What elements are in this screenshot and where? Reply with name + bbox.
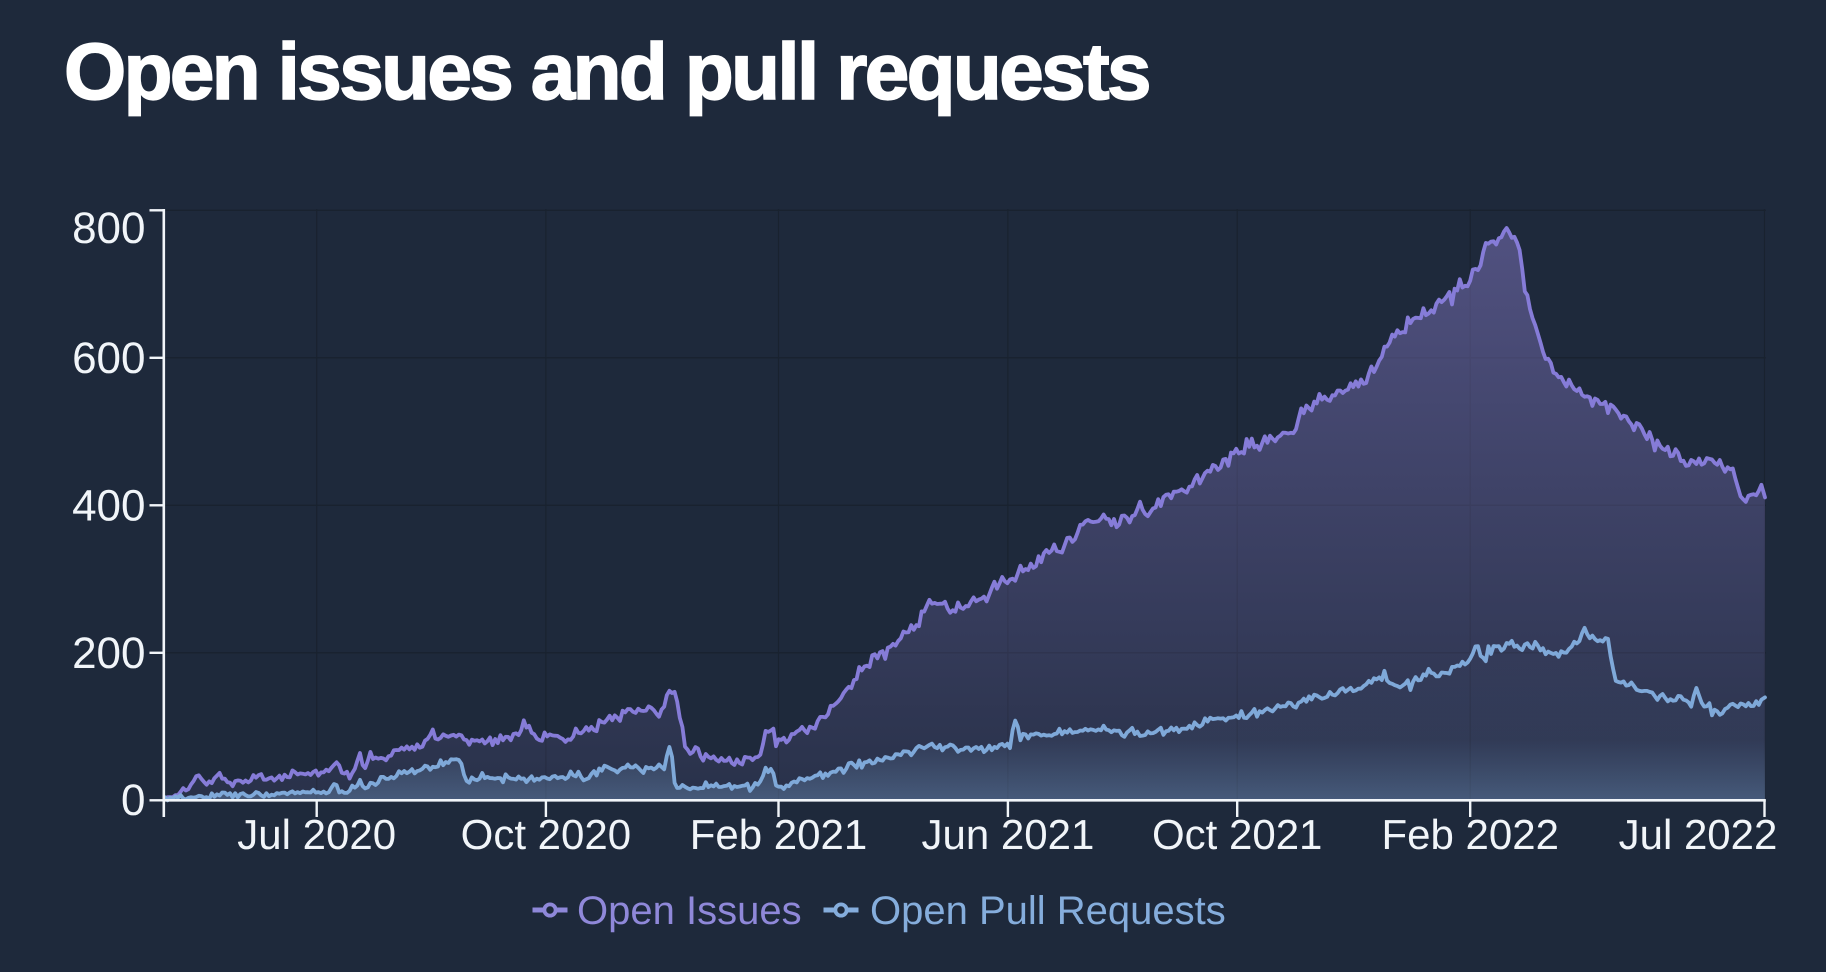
svg-text:600: 600 xyxy=(72,334,145,383)
svg-text:Oct 2020: Oct 2020 xyxy=(461,811,631,858)
svg-text:Oct 2021: Oct 2021 xyxy=(1152,811,1322,858)
svg-text:Open issues and pull requests: Open issues and pull requests xyxy=(64,27,1149,116)
svg-text:0: 0 xyxy=(121,776,145,825)
svg-text:Open Issues: Open Issues xyxy=(577,889,802,933)
svg-text:Feb 2022: Feb 2022 xyxy=(1381,811,1558,858)
svg-text:400: 400 xyxy=(72,481,145,530)
svg-text:Jul 2020: Jul 2020 xyxy=(237,811,396,858)
svg-text:Open Pull Requests: Open Pull Requests xyxy=(870,889,1226,933)
svg-text:200: 200 xyxy=(72,629,145,678)
svg-text:Jun 2021: Jun 2021 xyxy=(921,811,1094,858)
svg-text:Jul 2022: Jul 2022 xyxy=(1619,811,1778,858)
svg-text:800: 800 xyxy=(72,204,145,253)
svg-text:Feb 2021: Feb 2021 xyxy=(690,811,867,858)
